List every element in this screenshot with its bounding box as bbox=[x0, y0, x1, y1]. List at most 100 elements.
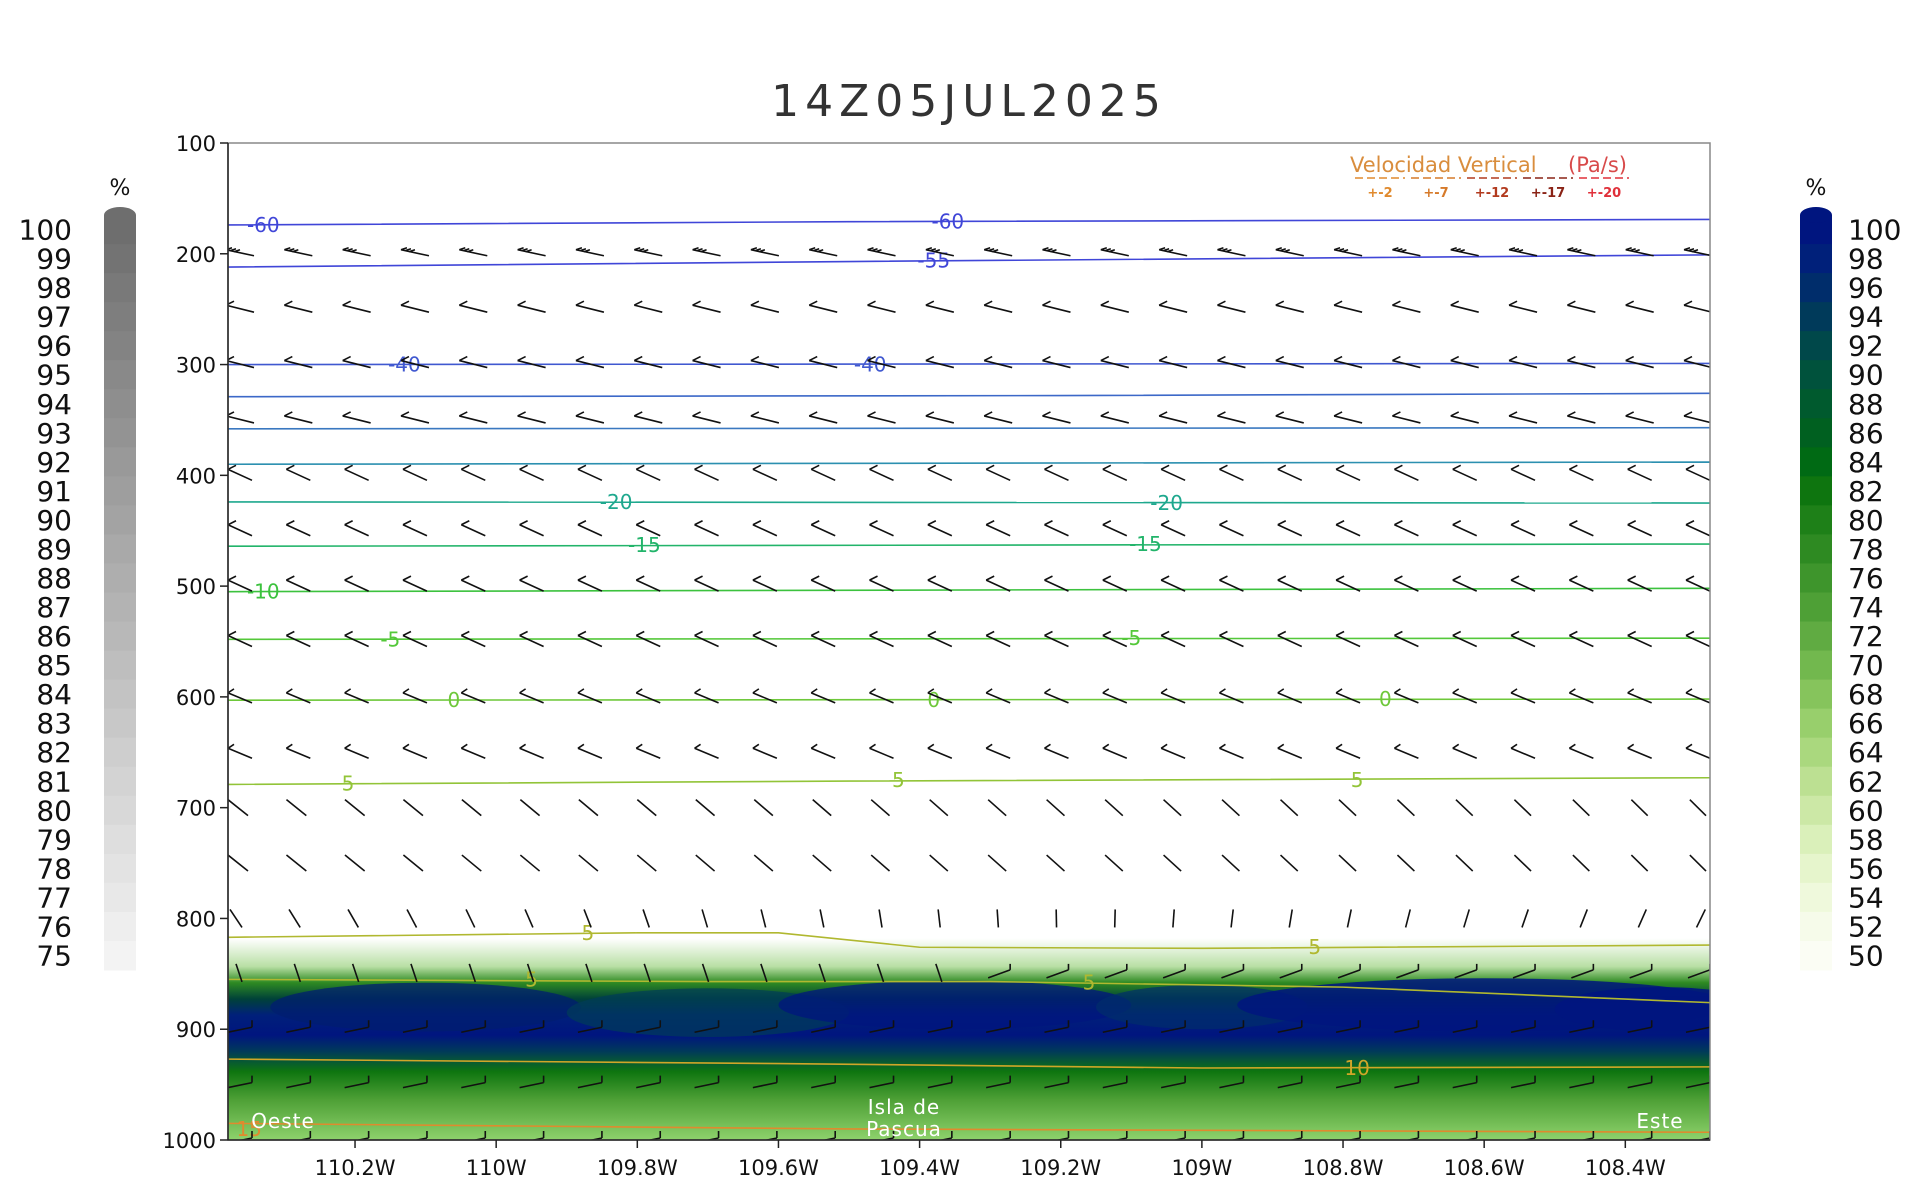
wind-barb bbox=[1217, 301, 1245, 312]
wind-barb bbox=[286, 465, 310, 480]
left-scale-unit: % bbox=[110, 176, 131, 201]
wind-barb bbox=[997, 909, 998, 927]
wind-barb bbox=[695, 465, 719, 480]
wind-barb bbox=[1626, 301, 1654, 312]
left-scale-swatch bbox=[104, 854, 136, 884]
right-scale-swatch bbox=[1800, 244, 1832, 274]
right-scale-swatch bbox=[1800, 273, 1832, 303]
contour-label: 5 bbox=[1308, 935, 1321, 959]
x-tick-label: 109W bbox=[1171, 1156, 1232, 1180]
contour-label: 5 bbox=[892, 768, 905, 792]
contour-label: -5 bbox=[380, 627, 400, 651]
wind-barb bbox=[986, 465, 1010, 480]
right-scale-swatch bbox=[1800, 796, 1832, 826]
left-scale-cap bbox=[104, 207, 136, 223]
wind-barb bbox=[345, 576, 369, 591]
wind-barb bbox=[1392, 301, 1420, 312]
wind-barb bbox=[228, 521, 252, 536]
right-scale-swatch bbox=[1800, 360, 1832, 390]
wind-barb bbox=[1336, 465, 1360, 480]
wind-barb bbox=[1276, 248, 1304, 256]
right-scale-labels: 1009896949290888684828078767472706866646… bbox=[1848, 214, 1901, 973]
wind-barb bbox=[401, 248, 429, 256]
wind-barb bbox=[809, 248, 837, 256]
wind-barb bbox=[870, 576, 894, 591]
wind-barb bbox=[753, 576, 777, 591]
y-tick-label: 700 bbox=[176, 797, 216, 821]
wind-barb bbox=[1392, 357, 1420, 368]
contour-label: 5 bbox=[1083, 971, 1096, 995]
wind-barb bbox=[345, 744, 369, 758]
wind-barb bbox=[753, 744, 777, 758]
wind-barb bbox=[1453, 744, 1477, 758]
left-scale-swatch bbox=[104, 302, 136, 332]
temperature-contour bbox=[228, 219, 1710, 225]
right-scale-bar bbox=[1800, 207, 1832, 971]
left-scale-swatch bbox=[104, 447, 136, 477]
wind-barb bbox=[1217, 248, 1245, 256]
wind-barb bbox=[1101, 412, 1129, 423]
right-scale-swatch bbox=[1800, 563, 1832, 593]
wind-barb bbox=[811, 576, 835, 591]
wind-barb bbox=[459, 412, 487, 423]
wind-barb bbox=[809, 357, 837, 368]
wind-barb bbox=[403, 744, 427, 758]
wind-barb bbox=[809, 412, 837, 423]
wind-barb bbox=[1334, 248, 1362, 256]
wind-barb bbox=[1456, 800, 1473, 816]
left-scale-swatch bbox=[104, 941, 136, 971]
left-scale-swatch bbox=[104, 418, 136, 448]
wind-barb bbox=[1334, 301, 1362, 312]
legend-value: +-2 bbox=[1367, 186, 1392, 201]
wind-barb bbox=[1684, 301, 1712, 312]
wind-barb bbox=[1690, 800, 1706, 816]
right-scale-swatch bbox=[1800, 883, 1832, 913]
wind-barb bbox=[1164, 800, 1182, 816]
wind-barb bbox=[695, 689, 719, 703]
label-center-line2: Pascua bbox=[866, 1117, 942, 1141]
contour-label: -5 bbox=[1121, 626, 1141, 650]
wind-barb bbox=[1103, 576, 1127, 591]
wind-barb bbox=[1164, 855, 1182, 871]
wind-barb bbox=[1509, 248, 1537, 256]
label-center-line1: Isla de bbox=[868, 1095, 941, 1119]
wind-barb bbox=[1509, 301, 1537, 312]
wind-barb bbox=[461, 744, 485, 758]
wind-barb bbox=[986, 576, 1010, 591]
wind-barb bbox=[1511, 744, 1535, 758]
wind-barb bbox=[345, 465, 369, 480]
wind-barb bbox=[811, 521, 835, 536]
label-west: Oeste bbox=[251, 1109, 315, 1133]
contour-label: 5 bbox=[342, 771, 355, 795]
y-tick-label: 1000 bbox=[163, 1129, 216, 1153]
wind-barb bbox=[1509, 412, 1537, 423]
left-scale-label: 88 bbox=[36, 562, 72, 595]
wind-barb bbox=[636, 744, 660, 758]
wind-barb bbox=[520, 855, 539, 871]
x-tick-label: 108.6W bbox=[1444, 1156, 1525, 1180]
wind-barb bbox=[928, 521, 952, 536]
wind-barb bbox=[1161, 465, 1185, 480]
wind-barb bbox=[984, 412, 1012, 423]
wind-barb bbox=[695, 744, 719, 758]
wind-barb bbox=[938, 909, 940, 927]
wind-barb bbox=[1336, 744, 1360, 758]
wind-barb bbox=[518, 357, 546, 368]
wind-barb bbox=[693, 248, 721, 256]
wind-barb bbox=[754, 855, 773, 871]
wind-barb bbox=[343, 412, 371, 423]
wind-barb bbox=[226, 301, 254, 312]
wind-barb bbox=[1219, 744, 1243, 758]
left-scale-swatch bbox=[104, 709, 136, 739]
wind-barb bbox=[751, 301, 779, 312]
contour-label: 5 bbox=[525, 967, 538, 991]
wind-barb bbox=[461, 521, 485, 536]
left-humidity-scale: % 10099989796959493929190898887868584838… bbox=[19, 176, 136, 972]
wind-barb bbox=[578, 689, 602, 703]
wind-barb bbox=[868, 248, 896, 256]
legend-value: +-20 bbox=[1587, 186, 1621, 201]
wind-barb bbox=[1628, 521, 1652, 536]
wind-barb bbox=[578, 576, 602, 591]
wind-barb bbox=[1397, 800, 1414, 816]
wind-barb bbox=[695, 521, 719, 536]
